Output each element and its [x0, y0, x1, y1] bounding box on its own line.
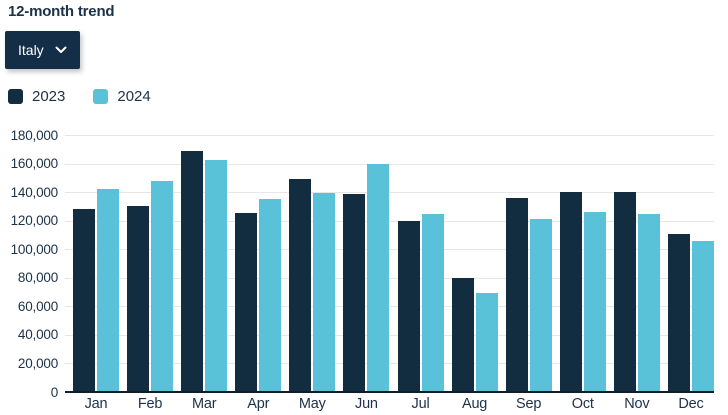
y-tick-label: 120,000: [10, 213, 59, 229]
bar-2024-Nov: [637, 214, 660, 392]
bar-2024-Aug: [475, 293, 498, 392]
x-tick-label: Jun: [355, 396, 378, 412]
y-tick-label: 160,000: [10, 156, 59, 172]
bar-2024-May: [313, 192, 336, 392]
x-tick-label: Oct: [571, 396, 594, 412]
bar-2024-Mar: [205, 159, 228, 392]
x-tick-label: Mar: [191, 396, 217, 412]
bar-2024-Jan: [97, 189, 119, 392]
y-tick-label: 20,000: [17, 355, 58, 371]
legend-label-2024: 2024: [117, 88, 151, 105]
bar-2023-Jul: [397, 221, 420, 392]
bar-2024-Sep: [529, 218, 552, 392]
bar-2023-Feb: [127, 206, 150, 392]
y-tick-label: 0: [50, 384, 59, 400]
x-axis-line: [65, 391, 714, 393]
grid-line: [65, 277, 714, 279]
grid-line: [65, 192, 714, 194]
country-dropdown[interactable]: Italy: [5, 31, 80, 69]
y-tick-label: 40,000: [17, 327, 58, 343]
bar-2023-Nov: [613, 192, 636, 392]
x-tick-label: Apr: [247, 396, 270, 412]
x-tick-label: Nov: [624, 396, 650, 412]
bar-2023-Jun: [343, 193, 366, 392]
bar-2023-May: [289, 179, 312, 392]
grid-line: [65, 249, 714, 251]
bar-2023-Oct: [559, 192, 582, 392]
grid-line: [65, 334, 714, 336]
bar-2024-Dec: [691, 241, 714, 392]
legend-item-2023: 2023: [8, 88, 65, 105]
x-tick-label: Jul: [411, 396, 430, 412]
grid-line: [65, 363, 714, 365]
grid-line: [65, 163, 714, 165]
bar-2023-Apr: [235, 212, 258, 392]
x-tick-label: May: [298, 396, 326, 412]
y-tick-label: 60,000: [17, 298, 58, 314]
legend-swatch-2024-icon: [93, 89, 109, 104]
bar-2023-Mar: [181, 151, 204, 392]
bar-2023-Jan: [73, 208, 95, 392]
x-tick-label: Feb: [137, 396, 163, 412]
y-tick-label: 140,000: [10, 184, 59, 200]
bar-2023-Aug: [451, 278, 474, 392]
bar-2024-Apr: [259, 198, 282, 392]
x-tick-label: Jan: [84, 396, 108, 412]
legend-swatch-2023-icon: [8, 89, 23, 104]
chart-legend: 2023 2024: [8, 88, 151, 105]
x-tick-label: Dec: [678, 396, 704, 412]
legend-label-2023: 2023: [32, 88, 66, 105]
chevron-down-icon: [55, 46, 67, 53]
x-tick-label: Sep: [516, 396, 542, 412]
country-dropdown-value: Italy: [18, 42, 44, 58]
bar-2024-Oct: [583, 212, 606, 392]
legend-item-2024: 2024: [93, 88, 151, 105]
y-tick-label: 100,000: [10, 241, 59, 257]
bar-2023-Dec: [667, 233, 690, 392]
x-tick-label: Aug: [461, 396, 488, 412]
bar-2024-Jun: [367, 163, 390, 392]
y-tick-label: 80,000: [17, 270, 58, 286]
bar-2023-Sep: [505, 197, 528, 392]
bar-2024-Jul: [421, 214, 444, 392]
y-tick-label: 180,000: [10, 127, 59, 143]
grid-line: [65, 220, 714, 222]
grid-line: [65, 306, 714, 308]
bar-2024-Feb: [151, 181, 174, 392]
grid-line: [65, 135, 714, 136]
page-title: 12-month trend: [8, 3, 115, 20]
